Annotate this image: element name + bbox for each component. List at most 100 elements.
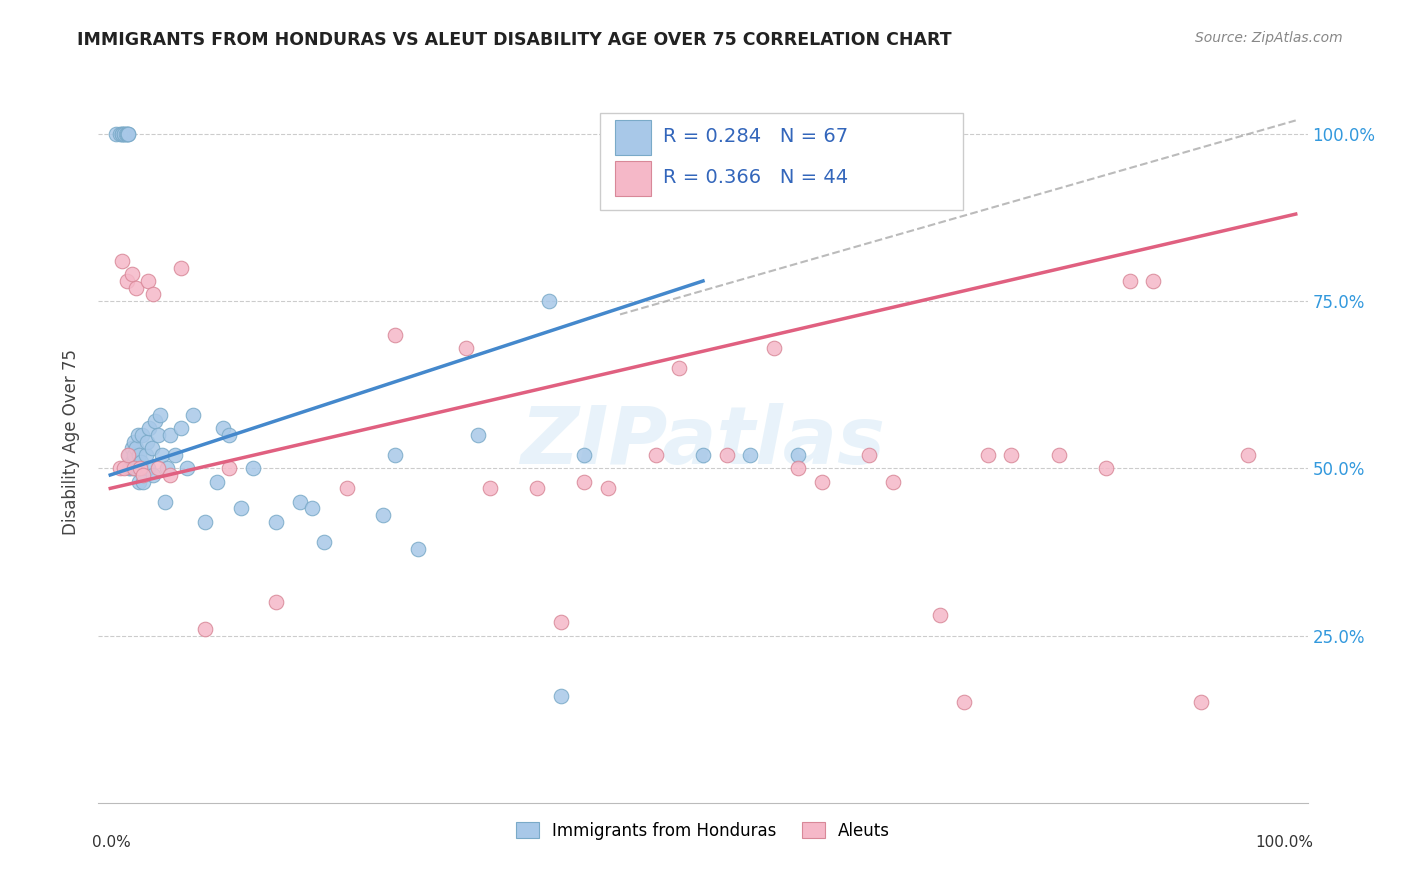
Point (159, 427, 181, 442)
Point (763, 341, 786, 355)
Point (152, 448, 174, 462)
Point (1119, 274, 1142, 288)
Point (176, 461, 198, 475)
Point (264, 595, 287, 609)
Point (668, 361, 690, 376)
Text: R = 0.284   N = 67: R = 0.284 N = 67 (664, 128, 848, 146)
Point (301, 501, 323, 516)
Text: 0.0%: 0.0% (93, 835, 131, 850)
Point (786, 448, 808, 462)
Point (882, 475, 904, 489)
Point (125, 281, 148, 295)
Point (120, 461, 142, 475)
Point (1189, 696, 1212, 710)
Point (117, 127, 139, 141)
Point (478, 482, 501, 496)
Point (132, 475, 155, 489)
Point (135, 448, 157, 462)
Legend: Immigrants from Honduras, Aleuts: Immigrants from Honduras, Aleuts (509, 815, 897, 847)
Point (121, 461, 143, 475)
Text: ZIPatlas: ZIPatlas (520, 402, 886, 481)
Point (526, 482, 548, 496)
Point (716, 448, 738, 462)
Point (125, 442, 148, 455)
Point (142, 467, 165, 482)
Point (371, 508, 394, 523)
Point (118, 461, 141, 475)
Text: R = 0.366   N = 44: R = 0.366 N = 44 (664, 169, 848, 187)
Point (121, 442, 143, 455)
Point (384, 448, 406, 462)
Point (550, 689, 572, 703)
Point (115, 274, 138, 288)
Point (124, 461, 146, 475)
Point (114, 127, 136, 141)
Point (114, 127, 136, 141)
Point (125, 461, 148, 475)
Point (136, 461, 159, 475)
Point (1047, 448, 1070, 462)
Point (1142, 274, 1164, 288)
Point (108, 461, 131, 475)
Point (212, 421, 235, 435)
Point (1237, 448, 1260, 462)
Point (128, 448, 150, 462)
Point (467, 427, 489, 442)
Point (218, 427, 240, 442)
Point (136, 434, 159, 449)
Point (384, 327, 406, 342)
Point (574, 475, 596, 489)
Point (537, 294, 560, 309)
Point (205, 475, 228, 489)
Point (810, 475, 832, 489)
Point (598, 482, 620, 496)
Point (181, 408, 204, 422)
Point (114, 127, 136, 141)
Point (146, 427, 169, 442)
Point (1095, 461, 1118, 475)
Point (114, 461, 136, 475)
Point (952, 696, 974, 710)
Point (312, 534, 335, 549)
Point (129, 461, 152, 475)
Point (122, 455, 145, 469)
Point (242, 461, 264, 475)
Point (142, 287, 165, 301)
Point (146, 461, 169, 475)
Point (159, 467, 181, 482)
Point (264, 515, 287, 529)
Point (740, 448, 762, 462)
Point (170, 421, 193, 435)
Point (117, 127, 139, 141)
Point (121, 268, 143, 282)
Point (129, 455, 152, 469)
Point (111, 127, 134, 141)
Point (121, 455, 143, 469)
FancyBboxPatch shape (614, 120, 651, 154)
Point (408, 541, 430, 556)
Point (156, 461, 179, 475)
Point (128, 475, 150, 489)
Point (136, 274, 159, 288)
Point (132, 467, 155, 482)
Point (550, 615, 572, 630)
Y-axis label: Disability Age Over 75: Disability Age Over 75 (62, 349, 80, 534)
Point (454, 341, 477, 355)
Point (336, 482, 359, 496)
Point (574, 448, 596, 462)
Point (165, 448, 187, 462)
Point (117, 448, 139, 462)
Point (111, 127, 134, 141)
Point (786, 461, 808, 475)
Point (118, 448, 141, 462)
FancyBboxPatch shape (614, 161, 651, 196)
Point (644, 448, 666, 462)
Point (692, 448, 714, 462)
Text: IMMIGRANTS FROM HONDURAS VS ALEUT DISABILITY AGE OVER 75 CORRELATION CHART: IMMIGRANTS FROM HONDURAS VS ALEUT DISABI… (77, 31, 952, 49)
Point (194, 622, 217, 636)
Point (127, 427, 149, 442)
Point (143, 414, 166, 429)
Point (976, 448, 998, 462)
Point (105, 127, 128, 141)
Point (149, 408, 172, 422)
